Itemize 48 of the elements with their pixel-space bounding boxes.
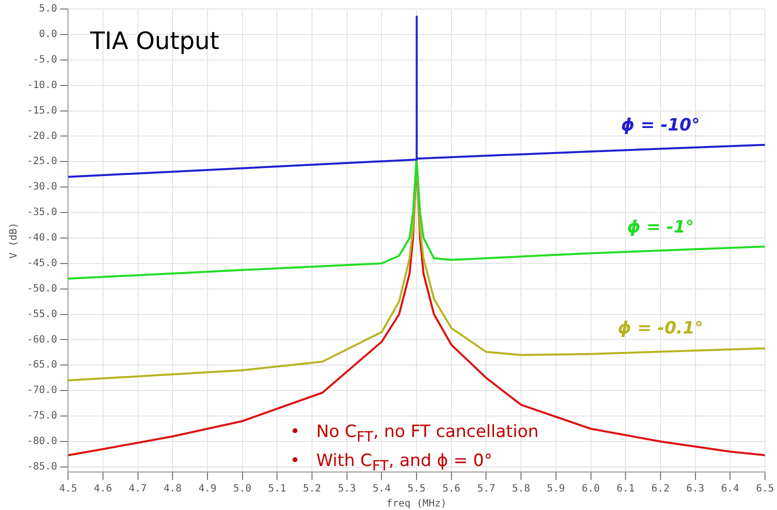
y-tick-label: -65.0 bbox=[26, 360, 58, 371]
x-tick-label: 4.6 bbox=[94, 484, 112, 495]
x-tick-label: 6.1 bbox=[616, 484, 635, 495]
y-tick-label: -5.0 bbox=[33, 54, 58, 66]
x-tick-label: 5.6 bbox=[442, 484, 460, 495]
x-tick-label: 6.3 bbox=[686, 484, 704, 495]
y-tick-label: 5.0 bbox=[39, 4, 58, 15]
y-tick-label: -30.0 bbox=[26, 182, 58, 193]
x-tick-label: 5.9 bbox=[546, 484, 565, 495]
y-axis-title: V (dB) bbox=[8, 222, 20, 259]
y-tick-label: -35.0 bbox=[26, 207, 58, 218]
text: TIA Output bbox=[89, 27, 220, 56]
x-tick-label: 6.4 bbox=[721, 484, 740, 495]
x-tick-label: 5.1 bbox=[268, 484, 286, 495]
x-tick-label: 5.2 bbox=[302, 484, 322, 495]
series-label: ϕ = -10° bbox=[621, 116, 700, 136]
y-tick-label: -50.0 bbox=[26, 283, 58, 294]
x-tick-label: 4.9 bbox=[198, 484, 217, 495]
x-tick-label: 4.8 bbox=[164, 484, 182, 495]
y-tick-label: -85.0 bbox=[26, 462, 58, 473]
x-axis-title: freq (MHz) bbox=[386, 498, 447, 510]
x-tick-label: 4.7 bbox=[128, 484, 147, 495]
annotation: • No C$_{FT}$, no FT cancellation bbox=[290, 421, 539, 448]
x-tick-label: 6.2 bbox=[651, 484, 670, 495]
x-tick-label: 5.5 bbox=[408, 484, 426, 495]
x-tick-label: 5.0 bbox=[233, 484, 252, 495]
x-tick-label: 5.7 bbox=[477, 484, 496, 495]
y-tick-label: -60.0 bbox=[26, 334, 58, 346]
x-tick-label: 5.8 bbox=[512, 484, 530, 495]
y-tick-label: -45.0 bbox=[26, 258, 58, 269]
y-tick-label: -70.0 bbox=[26, 385, 58, 396]
y-tick-label: -25.0 bbox=[26, 156, 58, 168]
x-tick-label: 4.5 bbox=[59, 484, 78, 495]
x-tick-label: 5.3 bbox=[338, 484, 356, 495]
series-label: ϕ = -1° bbox=[626, 217, 694, 238]
y-tick-label: -75.0 bbox=[26, 410, 58, 422]
series-label: ϕ = -0.1° bbox=[618, 318, 704, 339]
y-tick-label: -15.0 bbox=[26, 105, 58, 116]
y-tick-label: -40.0 bbox=[26, 232, 58, 244]
x-tick-label: 5.4 bbox=[372, 484, 391, 495]
y-tick-label: 0.0 bbox=[39, 29, 58, 40]
y-tick-label: -20.0 bbox=[26, 130, 58, 142]
y-tick-label: -55.0 bbox=[26, 308, 58, 320]
x-tick-label: 6.5 bbox=[756, 484, 774, 495]
y-tick-label: -10.0 bbox=[26, 80, 58, 91]
y-tick-label: -80.0 bbox=[26, 436, 58, 448]
x-tick-label: 6.0 bbox=[582, 484, 600, 495]
annotation: • With C$_{FT}$, and ϕ = 0° bbox=[290, 450, 494, 477]
